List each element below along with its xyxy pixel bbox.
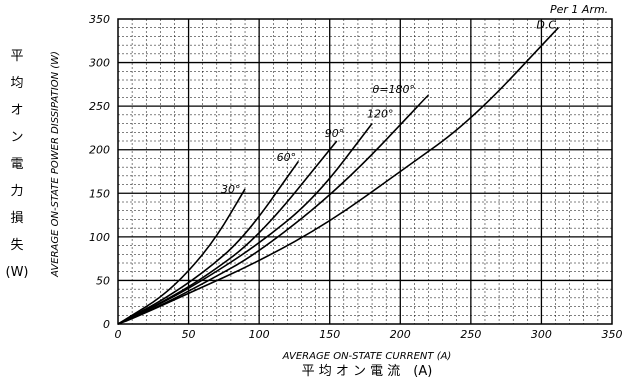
y-axis-label-jp-char: 平 [10,49,23,64]
x-tick-label: 250 [460,328,481,341]
y-axis-label-jp-char: 均 [10,76,23,91]
y-axis-label-jp-char: 損 [10,211,23,226]
series-label: θ=180° [373,83,415,96]
x-tick-label: 50 [182,328,196,341]
y-axis-label-jp-char: 力 [10,184,23,199]
minor-grid [118,19,612,324]
x-tick-labels: 0 50 100 150 200 250 300 350 [115,328,623,341]
y-tick-label: 150 [89,187,110,200]
y-tick-label: 200 [89,144,110,157]
y-axis-label-jp-char: ン [10,130,23,145]
x-tick-label: 350 [602,328,623,341]
y-axis-label-jp-char: オ [10,103,23,118]
y-tick-label: 300 [89,57,110,70]
y-tick-label: 0 [103,318,110,331]
series-label: 60° [277,151,297,164]
y-axis-label-jp-char: (W) [6,265,29,280]
y-axis-label: AVERAGE ON-STATE POWER DISSIPATION (W) [50,51,61,278]
x-axis-label: AVERAGE ON-STATE CURRENT (A) [282,351,452,362]
y-tick-label: 250 [89,100,110,113]
x-tick-label: 300 [531,328,552,341]
major-grid [118,19,612,324]
y-tick-label: 50 [96,274,110,287]
series-line [117,27,559,325]
series-label: 90° [325,127,345,140]
y-axis-label-jp-char: 失 [10,238,23,253]
chart-title: Per 1 Arm. [550,3,608,16]
y-tick-label: 100 [89,231,110,244]
y-tick-label: 350 [89,13,110,26]
y-tick-labels: 0 50 100 150 200 250 300 350 [89,13,110,331]
series-lines [117,27,559,325]
y-axis-label-jp-char: 電 [10,157,23,172]
x-tick-label: 150 [319,328,340,341]
x-axis-label-jp: 平 均 オ ン 電 流 (A) [302,364,433,379]
x-tick-label: 200 [390,328,411,341]
series-line [117,188,246,325]
x-tick-label: 100 [249,328,270,341]
series-line [117,140,338,325]
series-line [117,94,430,325]
series-labels: 30° 60° 90° 120° θ=180° D.C. [221,19,559,196]
plot-frame [117,18,613,325]
series-label: 120° [367,108,394,121]
x-tick-label: 0 [115,328,122,341]
series-label: 30° [221,183,241,196]
series-label: D.C. [536,19,559,32]
